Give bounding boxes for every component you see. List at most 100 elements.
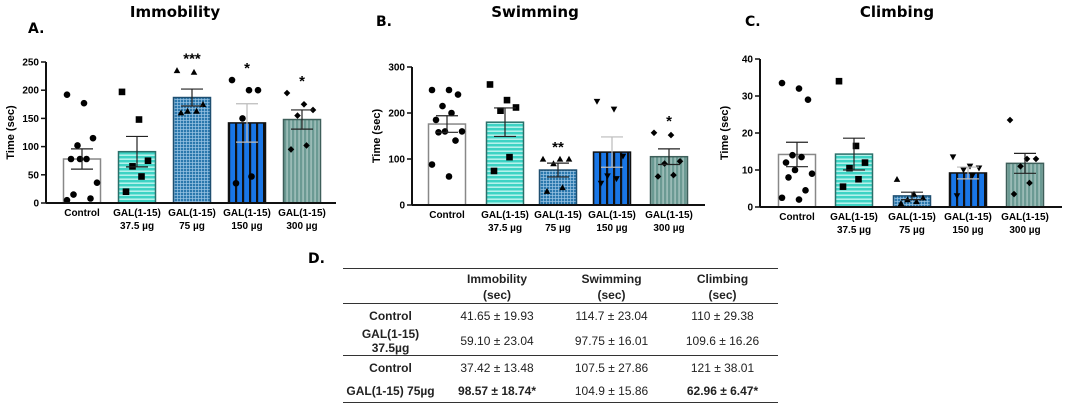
y-axis-label: Time (sec) [5,105,17,160]
y-tick-label: 50 [28,170,40,181]
cell-swimming: 107.5 ± 27.86 [574,360,649,375]
summary-table: Immobility (sec) Swimming (sec) Climbing (s… [343,269,778,403]
x-tick-label: 300 µg [286,221,317,232]
x-tick-label: GAL(1-15) [830,212,878,223]
data-point-circle [93,179,101,186]
table-row: GAL(1-15) 37.5µg 59.10 ± 23.04 97.75 ± 1… [343,327,778,356]
y-tick-label: 40 [742,55,754,66]
data-point-diamond [294,112,301,119]
panel-label-d: D. [308,251,325,267]
data-point-circle [458,128,466,135]
x-tick-label: 37.5 µg [488,223,522,234]
data-point-triangle-down [613,176,620,183]
data-point-square [490,167,498,175]
data-point-circle [87,195,94,202]
cell-climbing: 62.96 ± 6.47* [686,383,759,398]
data-point-diamond [287,146,295,153]
cell-swimming: 104.9 ± 15.86 [574,383,649,398]
data-point-circle [445,173,453,180]
data-point-triangle-up [193,107,200,114]
data-point-circle [428,161,436,168]
panel-label: B. [376,14,392,30]
data-point-circle [802,187,809,194]
y-tick-label: 20 [742,129,754,140]
panel-label: A. [28,21,44,37]
x-tick-label: 75 µg [545,223,571,234]
data-point-square [138,173,145,180]
data-point-diamond [676,158,684,165]
data-point-triangle-up [913,198,920,205]
data-point-diamond [283,89,291,97]
data-point-circle [254,86,262,94]
cell-climbing: 121 ± 38.01 [690,360,755,375]
header-climbing: Climbing (sec) [696,272,749,302]
data-point-triangle-up [173,67,181,74]
x-tick-label: 150 µg [231,221,262,232]
data-point-circle [228,76,236,84]
table-row: GAL(1-15) 75µg 98.57 ± 18.74* 104.9 ± 15… [343,379,778,403]
x-tick-label: 150 µg [952,225,983,236]
data-point-circle [63,91,71,99]
data-point-circle [63,196,71,204]
y-tick-label: 150 [22,114,39,125]
data-point-square [839,183,847,190]
data-point-circle [80,99,88,107]
data-point-triangle-up [559,184,566,191]
data-point-circle [778,79,786,87]
y-tick-label: 30 [742,92,754,103]
bar [282,118,322,204]
header-immobility: Immobility (sec) [467,272,528,302]
x-tick-label: GAL(1-15) [588,210,636,221]
data-point-triangle-up [893,175,901,182]
data-point-diamond [1010,190,1018,198]
data-point-triangle-down [597,180,605,187]
y-tick-label: 200 [388,109,405,120]
significance-label: ** [552,139,564,156]
x-tick-label: GAL(1-15) [481,210,529,221]
data-point-triangle-down [969,172,976,179]
data-point-circle [74,142,81,149]
data-point-diamond [661,160,668,167]
data-point-diamond [300,101,308,108]
x-tick-label: GAL(1-15) [944,212,992,223]
table-row: Control 37.42 ± 13.48 107.5 ± 27.86 121 … [343,356,778,380]
row-label: GAL(1-15) 37.5µg [361,327,420,355]
data-point-triangle-up [539,155,547,162]
cell-immobility: 41.65 ± 19.93 [460,308,534,323]
data-point-triangle-up [919,194,927,201]
data-point-circle [795,85,803,92]
data-point-circle [808,170,816,177]
data-point-triangle-up [190,68,198,75]
header-swimming: Swimming (sec) [581,272,642,302]
cell-immobility: 37.42 ± 13.48 [460,360,534,375]
data-point-triangle-down [949,154,957,161]
data-point-triangle-down [953,193,961,200]
y-axis-label: Time (sec) [719,106,731,161]
data-point-triangle-down [593,98,601,105]
x-tick-label: Control [779,212,815,223]
data-point-triangle-up [565,155,573,162]
cell-swimming: 97.75 ± 16.01 [574,334,649,348]
significance-label: * [666,113,672,130]
x-tick-label: GAL(1-15) [645,210,693,221]
cell-swimming: 114.7 ± 23.04 [575,308,648,323]
data-point-circle [795,196,803,203]
x-tick-label: 150 µg [596,223,627,234]
panel-label: C. [745,14,761,30]
cell-immobility: 98.57 ± 18.74* [458,383,537,398]
data-point-diamond [1023,155,1031,163]
data-point-triangle-down [619,153,627,160]
data-point-diamond [667,131,675,139]
data-point-circle [70,191,77,198]
x-tick-label: GAL(1-15) [888,212,936,223]
data-point-circle [445,86,453,94]
significance-label: * [299,73,305,90]
x-tick-label: 37.5 µg [120,221,154,232]
data-point-circle [778,194,786,202]
data-point-square [503,96,511,104]
x-tick-label: Control [429,210,465,221]
y-tick-label: 100 [22,142,39,153]
data-point-triangle-down [604,173,611,180]
